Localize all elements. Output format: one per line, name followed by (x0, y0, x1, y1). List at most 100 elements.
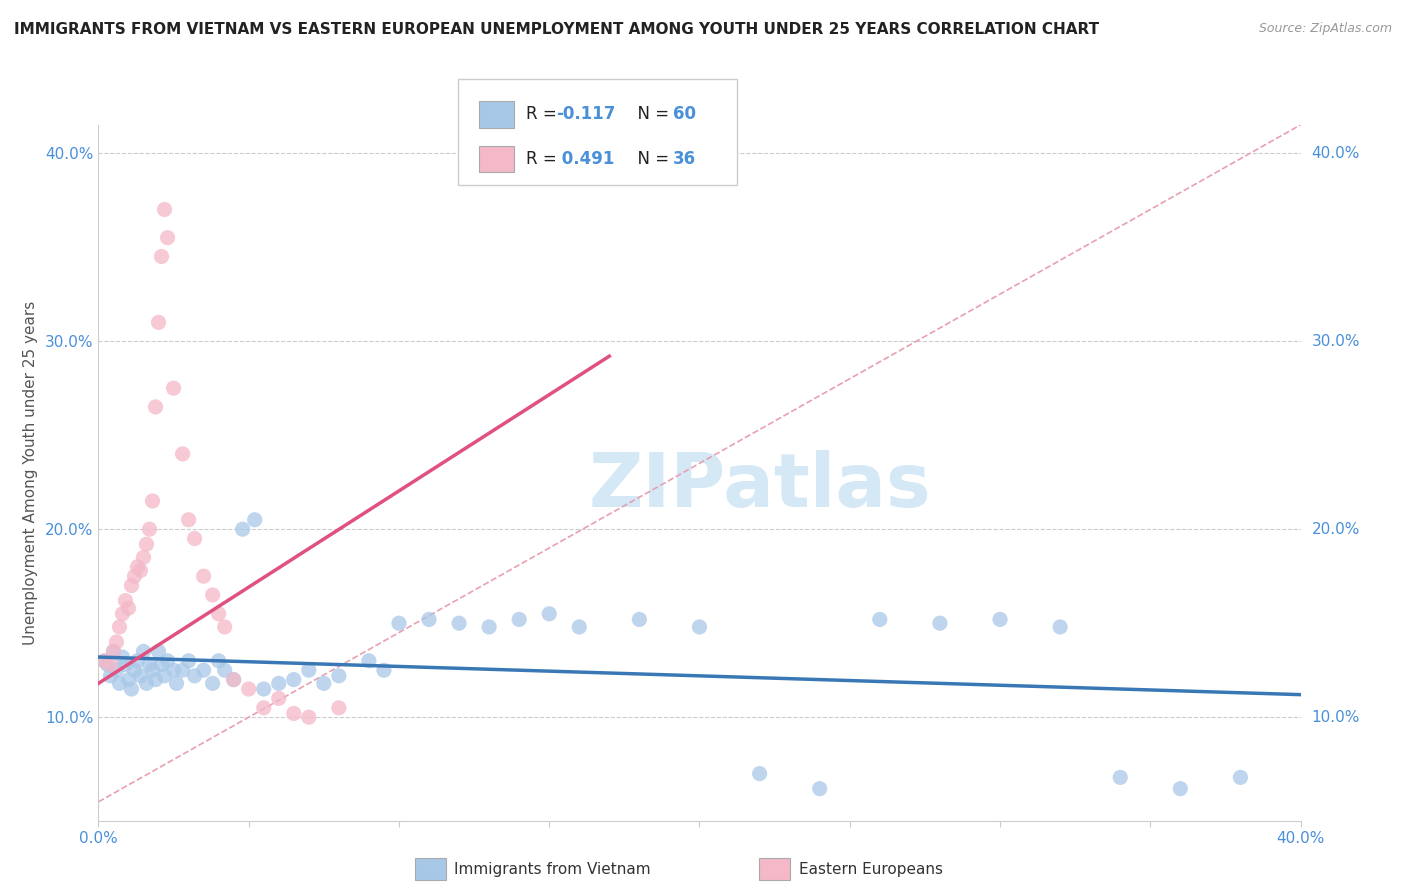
Point (283, 706, 305, 721)
Point (508, 612, 530, 626)
Point (183, 532, 205, 546)
Point (103, 644, 125, 658)
Text: R =: R = (526, 105, 561, 123)
Point (100, 657, 122, 672)
Point (121, 578, 143, 592)
Text: 36: 36 (673, 150, 696, 168)
Point (111, 650, 134, 665)
Point (117, 673, 139, 687)
Point (148, 644, 170, 658)
Point (808, 781, 831, 796)
Point (201, 676, 224, 690)
Point (222, 673, 245, 687)
Text: 0.491: 0.491 (557, 150, 614, 168)
Point (568, 620, 591, 634)
Point (153, 669, 176, 683)
Point (124, 663, 146, 677)
Point (373, 663, 395, 677)
Point (148, 315, 170, 329)
Point (150, 250, 173, 264)
Point (172, 663, 194, 677)
Point (328, 701, 350, 715)
Point (127, 559, 149, 574)
Text: 10.0%: 10.0% (1312, 710, 1360, 724)
Point (201, 588, 224, 602)
Point (93, 654, 115, 668)
Point (243, 513, 266, 527)
Point (93, 654, 115, 668)
Point (172, 447, 194, 461)
Point (253, 681, 276, 696)
Point (105, 663, 128, 677)
Point (283, 673, 305, 687)
Point (232, 522, 254, 536)
Point (177, 654, 200, 668)
Point (748, 766, 770, 780)
Point (253, 701, 276, 715)
Point (135, 537, 157, 551)
Point (153, 202, 176, 217)
Point (150, 657, 173, 672)
Text: Eastern Europeans: Eastern Europeans (799, 863, 942, 877)
Point (208, 607, 231, 621)
Point (1049, 620, 1071, 634)
Point (108, 620, 131, 634)
Point (183, 669, 205, 683)
Point (100, 669, 122, 683)
Text: 60: 60 (673, 105, 696, 123)
Point (114, 593, 136, 607)
Text: -0.117: -0.117 (557, 105, 616, 123)
Point (103, 644, 125, 658)
Point (132, 644, 155, 658)
Point (298, 710, 321, 724)
Point (121, 681, 143, 696)
Point (869, 612, 891, 626)
Point (267, 691, 290, 706)
Point (141, 663, 163, 677)
Point (132, 550, 155, 565)
Point (688, 620, 710, 634)
Point (1109, 771, 1132, 785)
Point (312, 676, 335, 690)
Point (267, 676, 290, 690)
Point (208, 654, 231, 668)
Point (156, 230, 179, 244)
Point (156, 654, 179, 668)
Point (138, 522, 160, 536)
Point (222, 673, 245, 687)
Point (129, 564, 152, 578)
Text: 20.0%: 20.0% (1312, 522, 1360, 537)
Text: IMMIGRANTS FROM VIETNAM VS EASTERN EUROPEAN UNEMPLOYMENT AMONG YOUTH UNDER 25 YE: IMMIGRANTS FROM VIETNAM VS EASTERN EUROP… (14, 22, 1099, 37)
Point (328, 669, 350, 683)
Point (298, 663, 321, 677)
Point (628, 612, 651, 626)
Point (117, 601, 139, 615)
Point (238, 681, 260, 696)
Text: 40.0%: 40.0% (1312, 145, 1360, 161)
Point (145, 673, 167, 687)
Point (129, 669, 152, 683)
Point (418, 612, 440, 626)
Point (1170, 781, 1192, 796)
Point (111, 607, 134, 621)
Point (214, 620, 236, 634)
Point (145, 400, 167, 414)
Text: N =: N = (627, 105, 673, 123)
Point (166, 676, 188, 690)
Text: N =: N = (627, 150, 673, 168)
Point (1229, 771, 1251, 785)
Point (193, 663, 215, 677)
Point (141, 494, 163, 508)
Text: Source: ZipAtlas.com: Source: ZipAtlas.com (1258, 22, 1392, 36)
Point (177, 513, 200, 527)
Point (357, 654, 380, 668)
Point (162, 381, 184, 395)
Point (162, 663, 184, 677)
Point (193, 569, 215, 583)
Y-axis label: Unemployment Among Youth under 25 years: Unemployment Among Youth under 25 years (22, 301, 38, 645)
Point (388, 616, 411, 631)
Point (135, 676, 157, 690)
Point (214, 663, 236, 677)
Point (929, 616, 952, 631)
Text: 30.0%: 30.0% (1312, 334, 1360, 349)
